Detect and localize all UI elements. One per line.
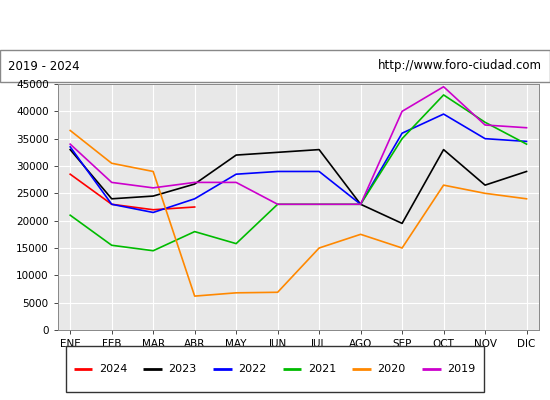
Text: 2023: 2023 [168,364,197,374]
Text: http://www.foro-ciudad.com: http://www.foro-ciudad.com [378,60,542,72]
Text: 2020: 2020 [377,364,406,374]
Text: 2024: 2024 [99,364,127,374]
Text: 2019 - 2024: 2019 - 2024 [8,60,80,72]
Text: 2022: 2022 [238,364,266,374]
Text: 2019: 2019 [447,364,475,374]
Text: 2021: 2021 [308,364,336,374]
Text: Evolucion Nº Turistas Nacionales en el municipio de Alcorcón: Evolucion Nº Turistas Nacionales en el m… [23,17,527,33]
